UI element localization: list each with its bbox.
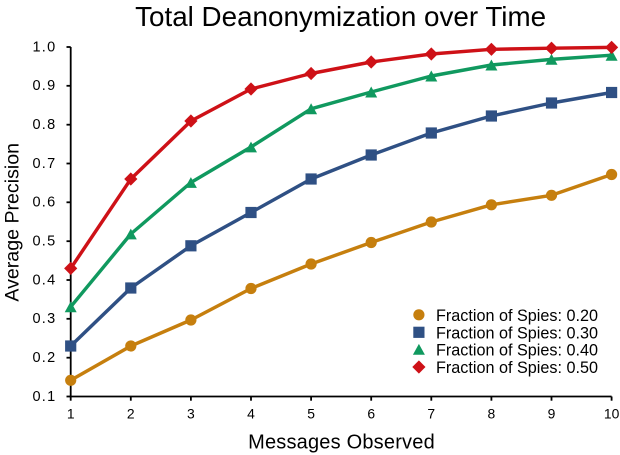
svg-text:1: 1 (67, 406, 75, 422)
svg-text:0.6: 0.6 (32, 195, 56, 211)
svg-text:9: 9 (548, 406, 556, 422)
svg-text:4: 4 (247, 406, 255, 422)
svg-text:1.0: 1.0 (32, 39, 56, 55)
svg-text:8: 8 (488, 406, 496, 422)
svg-text:2: 2 (127, 406, 135, 422)
svg-text:7: 7 (427, 406, 435, 422)
svg-text:Fraction of Spies: 0.20: Fraction of Spies: 0.20 (436, 307, 598, 325)
svg-text:Messages Observed: Messages Observed (248, 431, 435, 453)
svg-text:0.3: 0.3 (32, 311, 56, 327)
svg-text:0.2: 0.2 (32, 350, 56, 366)
svg-text:Average Precision: Average Precision (2, 143, 24, 302)
svg-text:Fraction of Spies: 0.50: Fraction of Spies: 0.50 (436, 359, 598, 377)
svg-text:0.9: 0.9 (32, 78, 56, 94)
svg-text:Fraction of Spies: 0.30: Fraction of Spies: 0.30 (436, 324, 598, 342)
svg-text:Total Deanonymization over Tim: Total Deanonymization over Time (135, 1, 546, 32)
svg-text:Fraction of Spies: 0.40: Fraction of Spies: 0.40 (436, 341, 598, 359)
svg-text:10: 10 (604, 406, 620, 422)
svg-text:6: 6 (367, 406, 375, 422)
svg-text:0.7: 0.7 (32, 156, 56, 172)
svg-text:3: 3 (187, 406, 195, 422)
svg-text:0.4: 0.4 (32, 272, 56, 288)
svg-text:0.8: 0.8 (32, 117, 56, 133)
svg-text:0.1: 0.1 (32, 389, 56, 405)
svg-text:5: 5 (307, 406, 315, 422)
svg-text:0.5: 0.5 (32, 234, 56, 250)
